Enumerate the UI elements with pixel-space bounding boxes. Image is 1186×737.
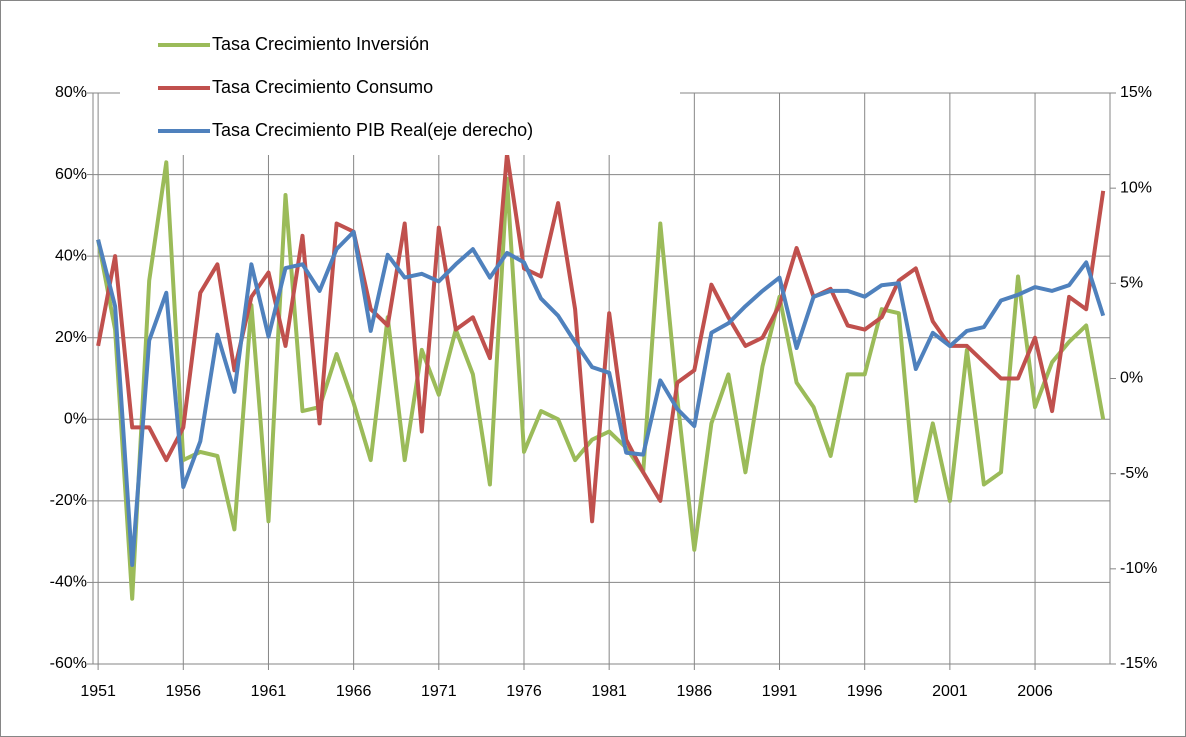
x-tick-label: 1951 [80,683,116,700]
y-tick-label: -20% [50,492,87,509]
legend-label: Tasa Crecimiento Consumo [212,77,433,97]
y-tick-label: -40% [50,574,87,591]
x-tick-label: 2001 [932,683,968,700]
legend-box [120,25,680,155]
x-tick-label: 1981 [591,683,627,700]
x-tick-label: 1976 [506,683,542,700]
x-tick-label: 2006 [1017,683,1053,700]
x-tick-label: 1961 [251,683,287,700]
legend-label: Tasa Crecimiento Inversión [212,34,429,54]
x-tick-label: 1991 [762,683,798,700]
y-tick-label: 40% [55,247,87,264]
y-tick-label: 80% [55,84,87,101]
y2-tick-label: 0% [1120,370,1143,387]
series-line [96,229,1106,567]
x-tick-label: 1956 [165,683,201,700]
y-tick-label: 60% [55,166,87,183]
y-tick-label: 20% [55,329,87,346]
y-tick-label: 0% [64,411,87,428]
x-tick-label: 1971 [421,683,457,700]
series-line [96,152,1106,524]
y2-tick-label: 10% [1120,179,1152,196]
y2-tick-label: -15% [1120,655,1157,672]
x-tick-label: 1966 [336,683,372,700]
y2-tick-label: 15% [1120,84,1152,101]
y-tick-label: -60% [50,655,87,672]
y2-tick-label: -5% [1120,465,1148,482]
x-tick-label: 1986 [677,683,713,700]
x-tick-label: 1996 [847,683,883,700]
legend-label: Tasa Crecimiento PIB Real(eje derecho) [212,120,533,140]
y2-tick-label: 5% [1120,275,1143,292]
y2-tick-label: -10% [1120,560,1157,577]
